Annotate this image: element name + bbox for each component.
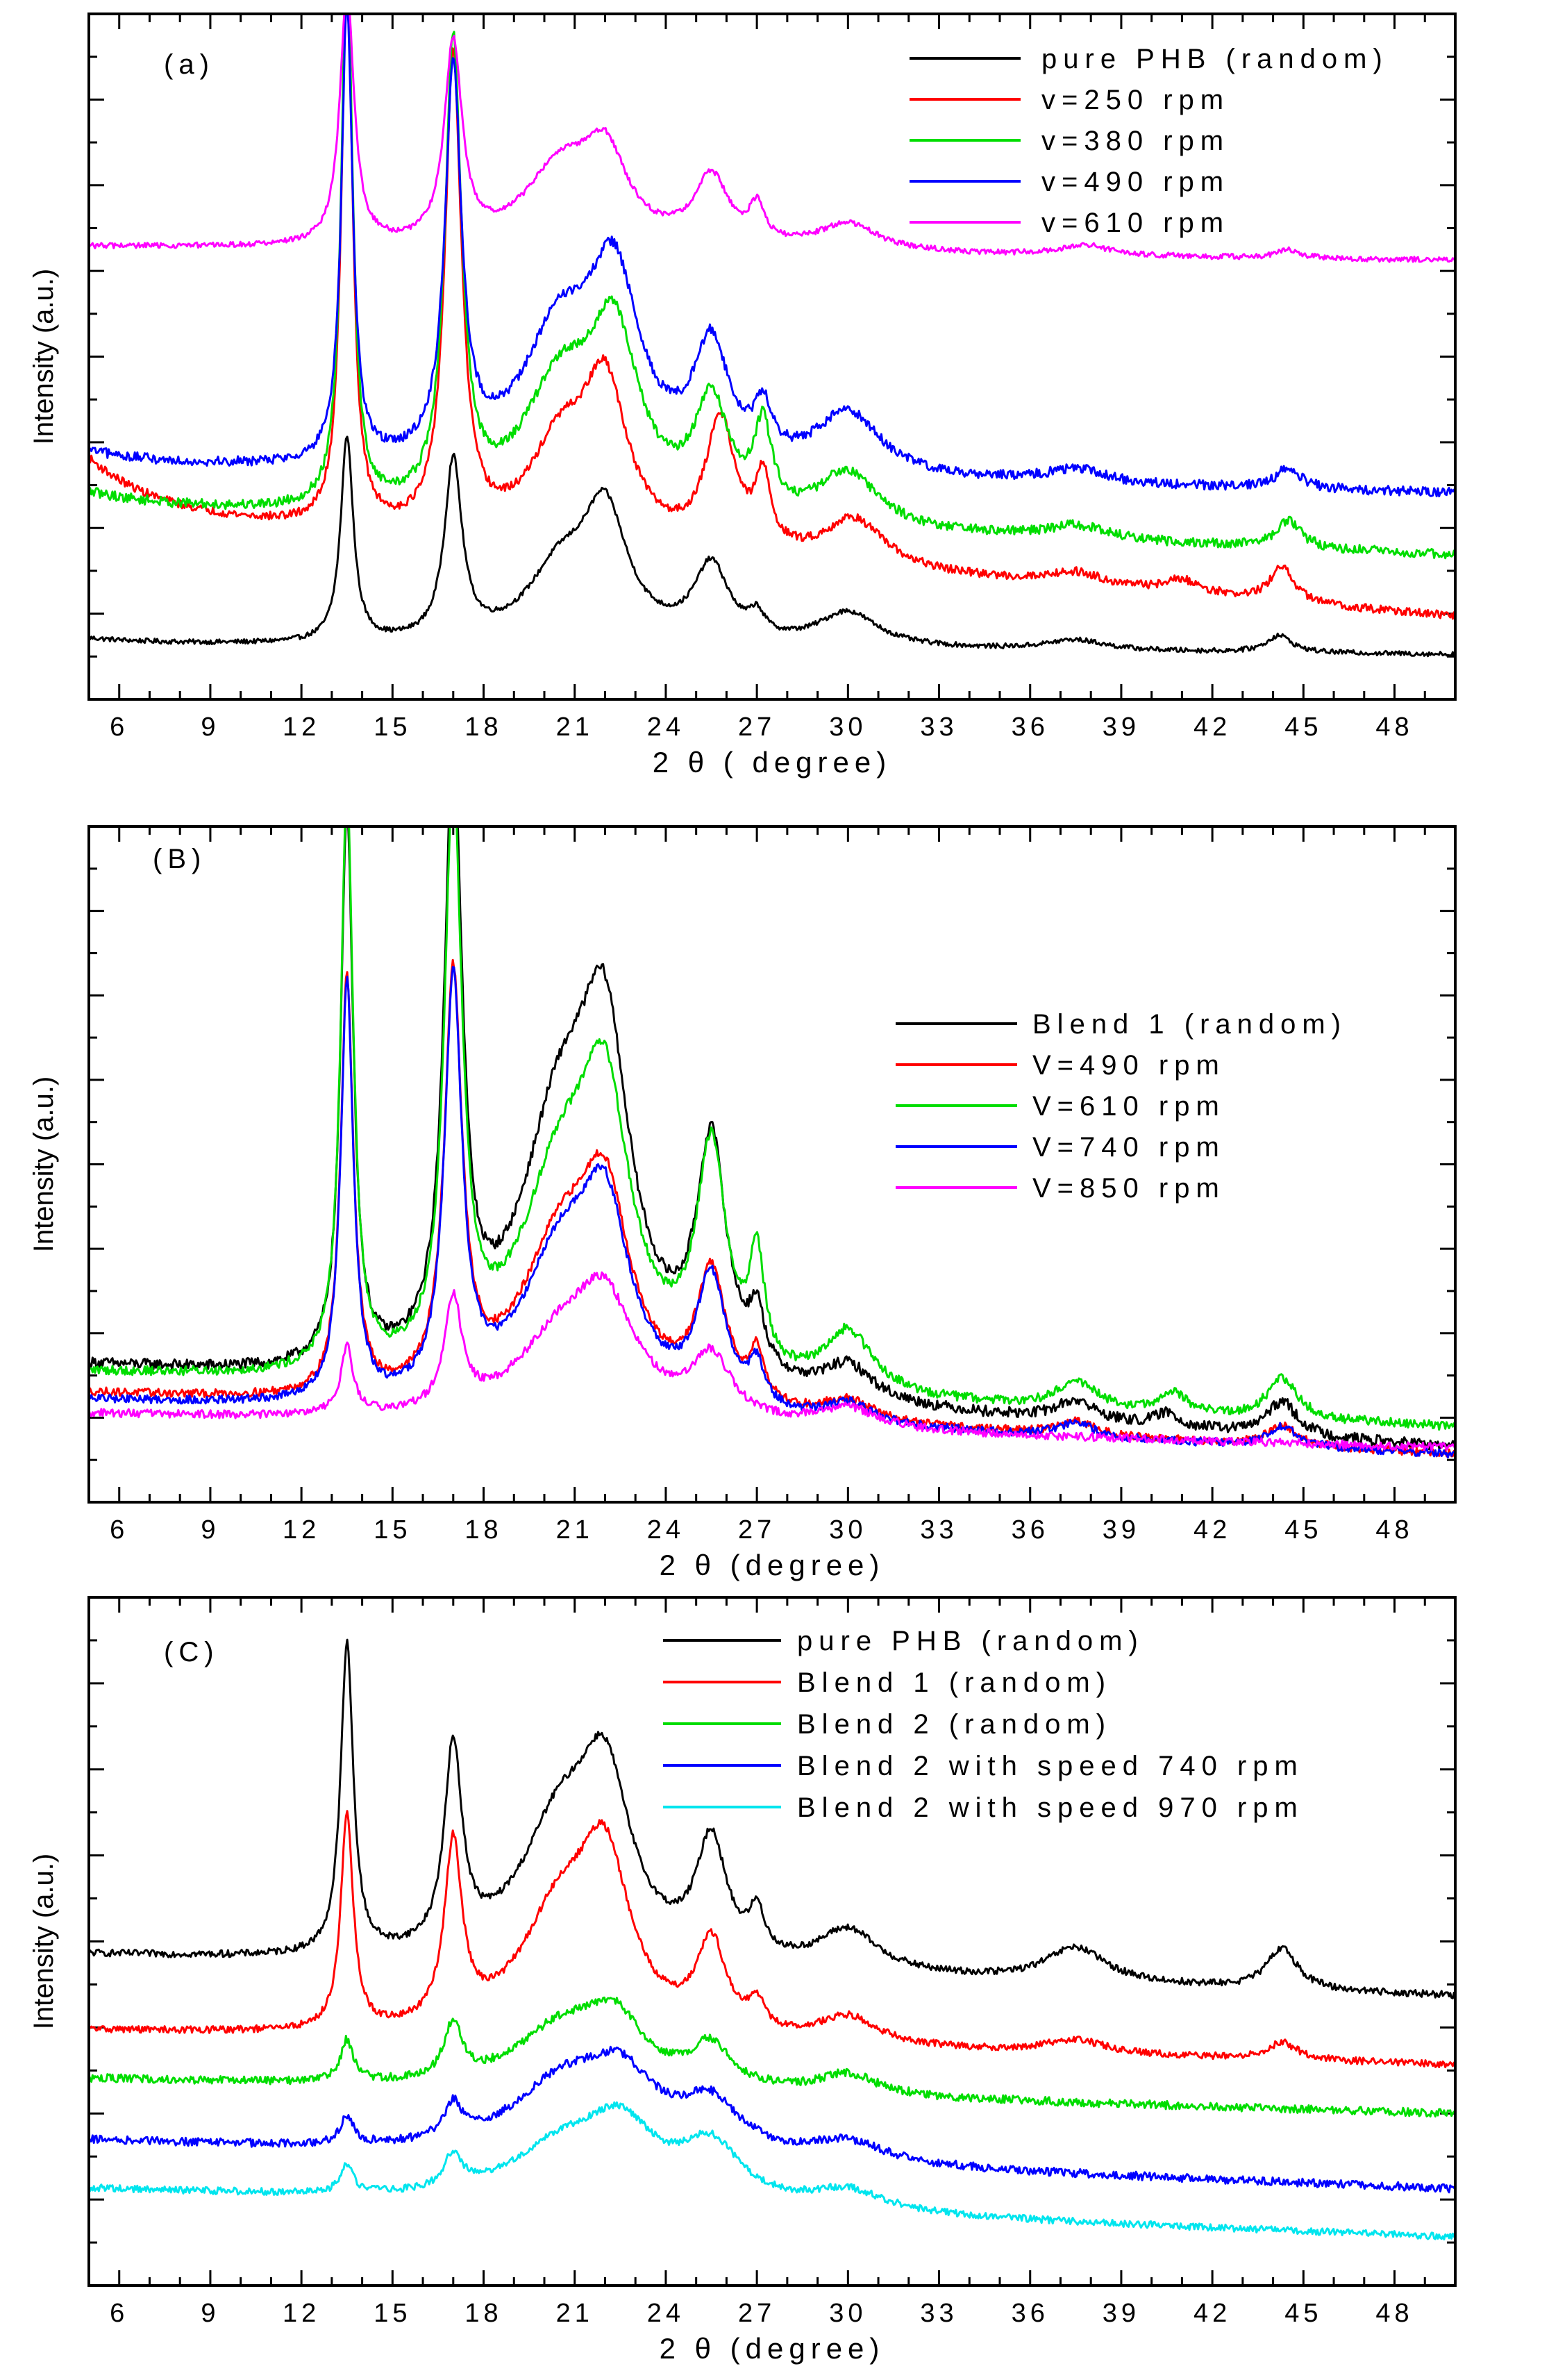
legend-label: v=610 rpm bbox=[1041, 208, 1230, 238]
series-line bbox=[90, 1638, 1454, 1999]
legend-label: V=740 rpm bbox=[1032, 1132, 1225, 1163]
x-tick-label: 42 bbox=[1193, 713, 1231, 742]
series-line bbox=[90, 1810, 1454, 2069]
legend-label: Blend 1 (random) bbox=[1032, 1009, 1347, 1040]
legend-label: Blend 1 (random) bbox=[797, 1667, 1112, 1698]
x-tick-label: 12 bbox=[283, 1515, 320, 1545]
y-axis-label: Intensity (a.u.) bbox=[28, 1854, 59, 2029]
x-tick-label: 27 bbox=[738, 1515, 776, 1545]
legend-label: Blend 2 (random) bbox=[797, 1709, 1112, 1740]
plot-frame bbox=[87, 13, 1457, 701]
series-line bbox=[90, 828, 1454, 1431]
x-tick-label: 15 bbox=[374, 713, 411, 742]
legend-label: Blend 2 with speed 970 rpm bbox=[797, 1792, 1304, 1823]
xrd-panel-3: 6 9 12 15 18 21 24 27 30 33 36 39 42 45 48 2 θ (degree)… bbox=[28, 1596, 1457, 2365]
x-tick-label: 18 bbox=[464, 2299, 502, 2328]
x-tick-label: 21 bbox=[556, 713, 594, 742]
series-line bbox=[90, 15, 1454, 560]
x-tick-label: 39 bbox=[1103, 713, 1140, 742]
y-axis-label: Intensity (a.u.) bbox=[28, 1076, 59, 1252]
x-tick-label: 24 bbox=[647, 713, 685, 742]
x-axis-label: 2 θ (degree) bbox=[660, 2332, 885, 2365]
x-tick-label: 48 bbox=[1375, 1515, 1413, 1545]
x-tick-label: 30 bbox=[829, 2299, 866, 2328]
legend-label: v=490 rpm bbox=[1041, 167, 1230, 197]
x-tick-label: 27 bbox=[738, 2299, 776, 2328]
legend-label: v=250 rpm bbox=[1041, 85, 1230, 115]
x-tick-label: 21 bbox=[556, 2299, 594, 2328]
legend-label: Blend 2 with speed 740 rpm bbox=[797, 1751, 1304, 1781]
series-line bbox=[90, 15, 1454, 263]
x-tick-label: 45 bbox=[1284, 713, 1322, 742]
x-tick-label: 24 bbox=[647, 2299, 685, 2328]
x-tick-label: 18 bbox=[464, 1515, 502, 1545]
series-line bbox=[90, 1271, 1454, 1451]
legend-label: V=490 rpm bbox=[1032, 1050, 1225, 1081]
x-tick-label: 42 bbox=[1193, 1515, 1231, 1545]
x-tick-label: 6 bbox=[110, 2299, 128, 2328]
legend-label: V=850 rpm bbox=[1032, 1173, 1225, 1204]
xrd-panel-1: 6 9 12 15 18 21 24 27 30 33 36 39 42 45 48 2 θ ( degree… bbox=[28, 13, 1457, 779]
series-line bbox=[90, 1996, 1454, 2117]
x-tick-label: 21 bbox=[556, 1515, 594, 1545]
x-tick-label: 15 bbox=[374, 2299, 411, 2328]
legend-label: pure PHB (random) bbox=[1041, 44, 1389, 74]
x-axis-label: 2 θ ( degree) bbox=[653, 746, 891, 779]
x-tick-label: 36 bbox=[1012, 713, 1049, 742]
x-tick-label: 30 bbox=[829, 713, 866, 742]
legend-label: V=610 rpm bbox=[1032, 1091, 1225, 1122]
x-tick-label: 9 bbox=[201, 1515, 219, 1545]
series-line bbox=[90, 435, 1454, 658]
x-tick-label: 33 bbox=[920, 2299, 957, 2328]
y-axis-label: Intensity (a.u.) bbox=[28, 269, 59, 444]
x-tick-label: 12 bbox=[283, 713, 320, 742]
x-tick-label: 36 bbox=[1012, 1515, 1049, 1545]
series-line bbox=[90, 2101, 1454, 2240]
x-tick-label: 30 bbox=[829, 1515, 866, 1545]
series-line bbox=[90, 15, 1454, 620]
x-tick-label: 6 bbox=[110, 713, 128, 742]
legend-label: pure PHB (random) bbox=[797, 1626, 1144, 1656]
x-tick-label: 39 bbox=[1103, 2299, 1140, 2328]
panel-label: (B) bbox=[153, 844, 206, 874]
x-tick-label: 45 bbox=[1284, 1515, 1322, 1545]
x-tick-label: 45 bbox=[1284, 2299, 1322, 2328]
x-tick-label: 6 bbox=[110, 1515, 128, 1545]
x-axis-label: 2 θ (degree) bbox=[660, 1549, 885, 1581]
x-tick-label: 12 bbox=[283, 2299, 320, 2328]
series-line bbox=[90, 828, 1454, 1451]
x-tick-label: 39 bbox=[1103, 1515, 1140, 1545]
x-tick-label: 33 bbox=[920, 1515, 957, 1545]
panel-label: (a) bbox=[164, 49, 215, 80]
plot-frame bbox=[87, 825, 1457, 1504]
x-tick-label: 9 bbox=[201, 713, 219, 742]
x-tick-label: 36 bbox=[1012, 2299, 1049, 2328]
x-tick-label: 48 bbox=[1375, 2299, 1413, 2328]
x-tick-label: 42 bbox=[1193, 2299, 1231, 2328]
x-tick-label: 27 bbox=[738, 713, 776, 742]
x-tick-label: 33 bbox=[920, 713, 957, 742]
x-tick-label: 18 bbox=[464, 713, 502, 742]
series-line bbox=[90, 2045, 1454, 2194]
series-line bbox=[90, 15, 1454, 498]
x-tick-label: 24 bbox=[647, 1515, 685, 1545]
xrd-panel-2: 6 9 12 15 18 21 24 27 30 33 36 39 42 45 48 2 θ (degree)… bbox=[28, 825, 1457, 1581]
panel-label: (C) bbox=[164, 1637, 219, 1667]
legend-label: v=380 rpm bbox=[1041, 126, 1230, 156]
series-line bbox=[90, 966, 1454, 1459]
x-tick-label: 48 bbox=[1375, 713, 1413, 742]
x-tick-label: 9 bbox=[201, 2299, 219, 2328]
x-tick-label: 15 bbox=[374, 1515, 411, 1545]
